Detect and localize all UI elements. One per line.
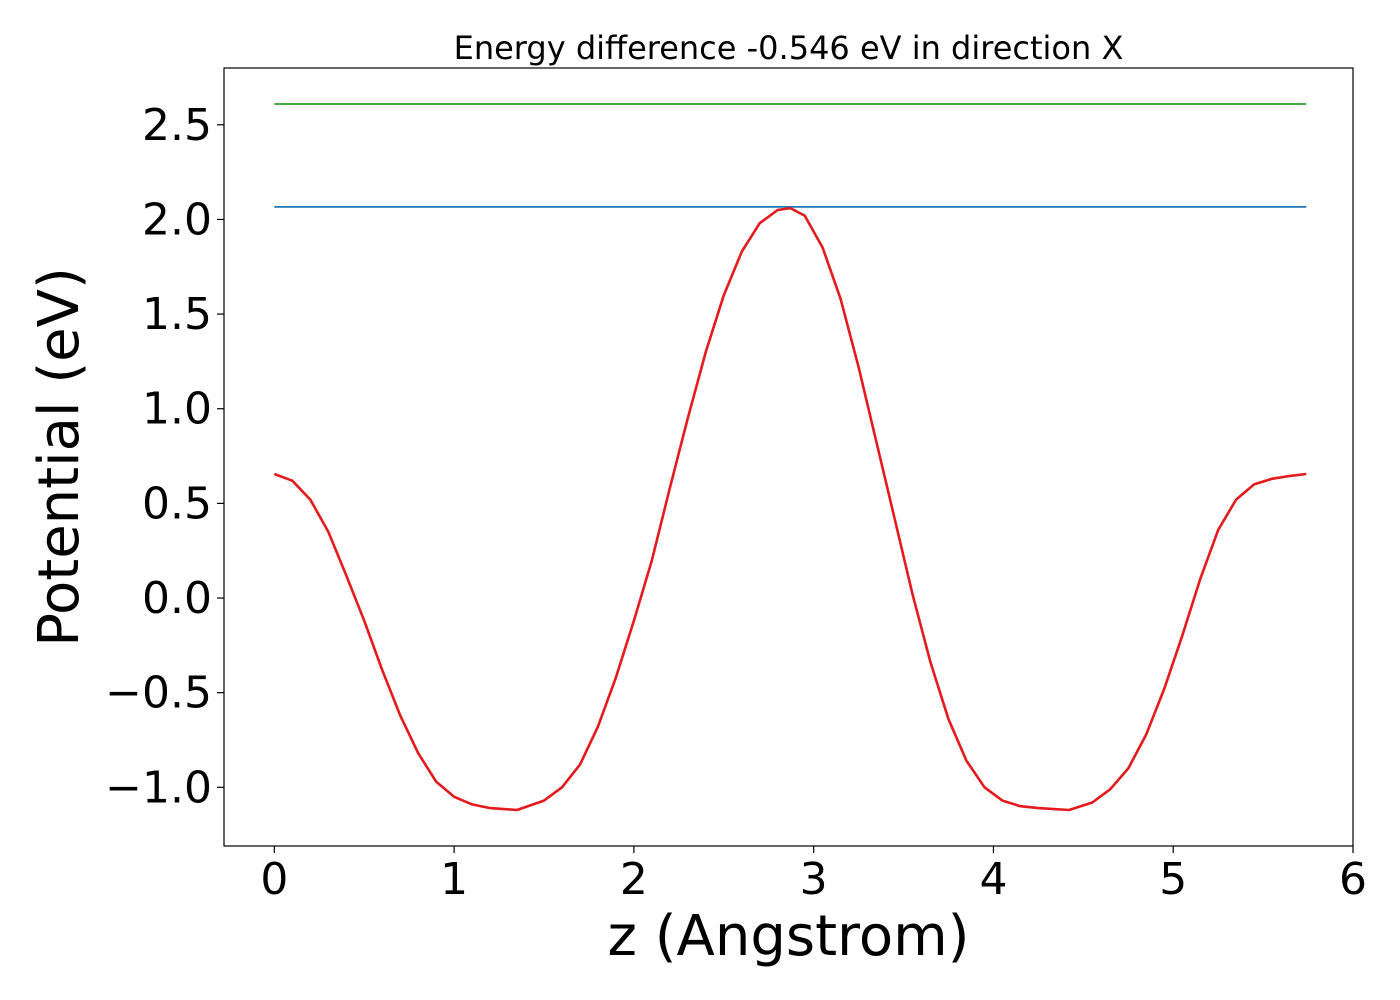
x-axis-label: z (Angstrom)	[608, 904, 970, 969]
y-axis-ticks: −1.0 −0.5 0.0 0.5 1.0 1.5 2.0 2.5	[105, 100, 224, 813]
x-tick-label: 3	[800, 854, 828, 905]
series-layer	[273, 103, 1307, 812]
y-tick-label: 2.0	[142, 194, 212, 245]
y-tick-label: 0.5	[142, 478, 212, 529]
x-axis-ticks: 0 1 2 3 4 5 6	[260, 846, 1367, 905]
y-axis-label: Potential (eV)	[27, 267, 92, 647]
y-tick-label: −0.5	[105, 668, 212, 719]
series-line-3	[273, 206, 1307, 812]
chart-title: Energy difference -0.546 eV in direction…	[454, 29, 1124, 67]
y-tick-label: 1.5	[142, 289, 212, 340]
plot-frame	[223, 67, 1354, 847]
x-tick-label: 2	[620, 854, 648, 905]
y-tick-label: 1.0	[142, 384, 212, 435]
x-tick-label: 4	[979, 854, 1007, 905]
x-tick-label: 1	[440, 854, 468, 905]
x-tick-label: 0	[260, 854, 288, 905]
y-tick-label: −1.0	[105, 762, 212, 813]
x-tick-label: 6	[1339, 854, 1367, 905]
x-tick-label: 5	[1159, 854, 1187, 905]
y-tick-label: 2.5	[142, 100, 212, 151]
y-tick-label: 0.0	[142, 573, 212, 624]
